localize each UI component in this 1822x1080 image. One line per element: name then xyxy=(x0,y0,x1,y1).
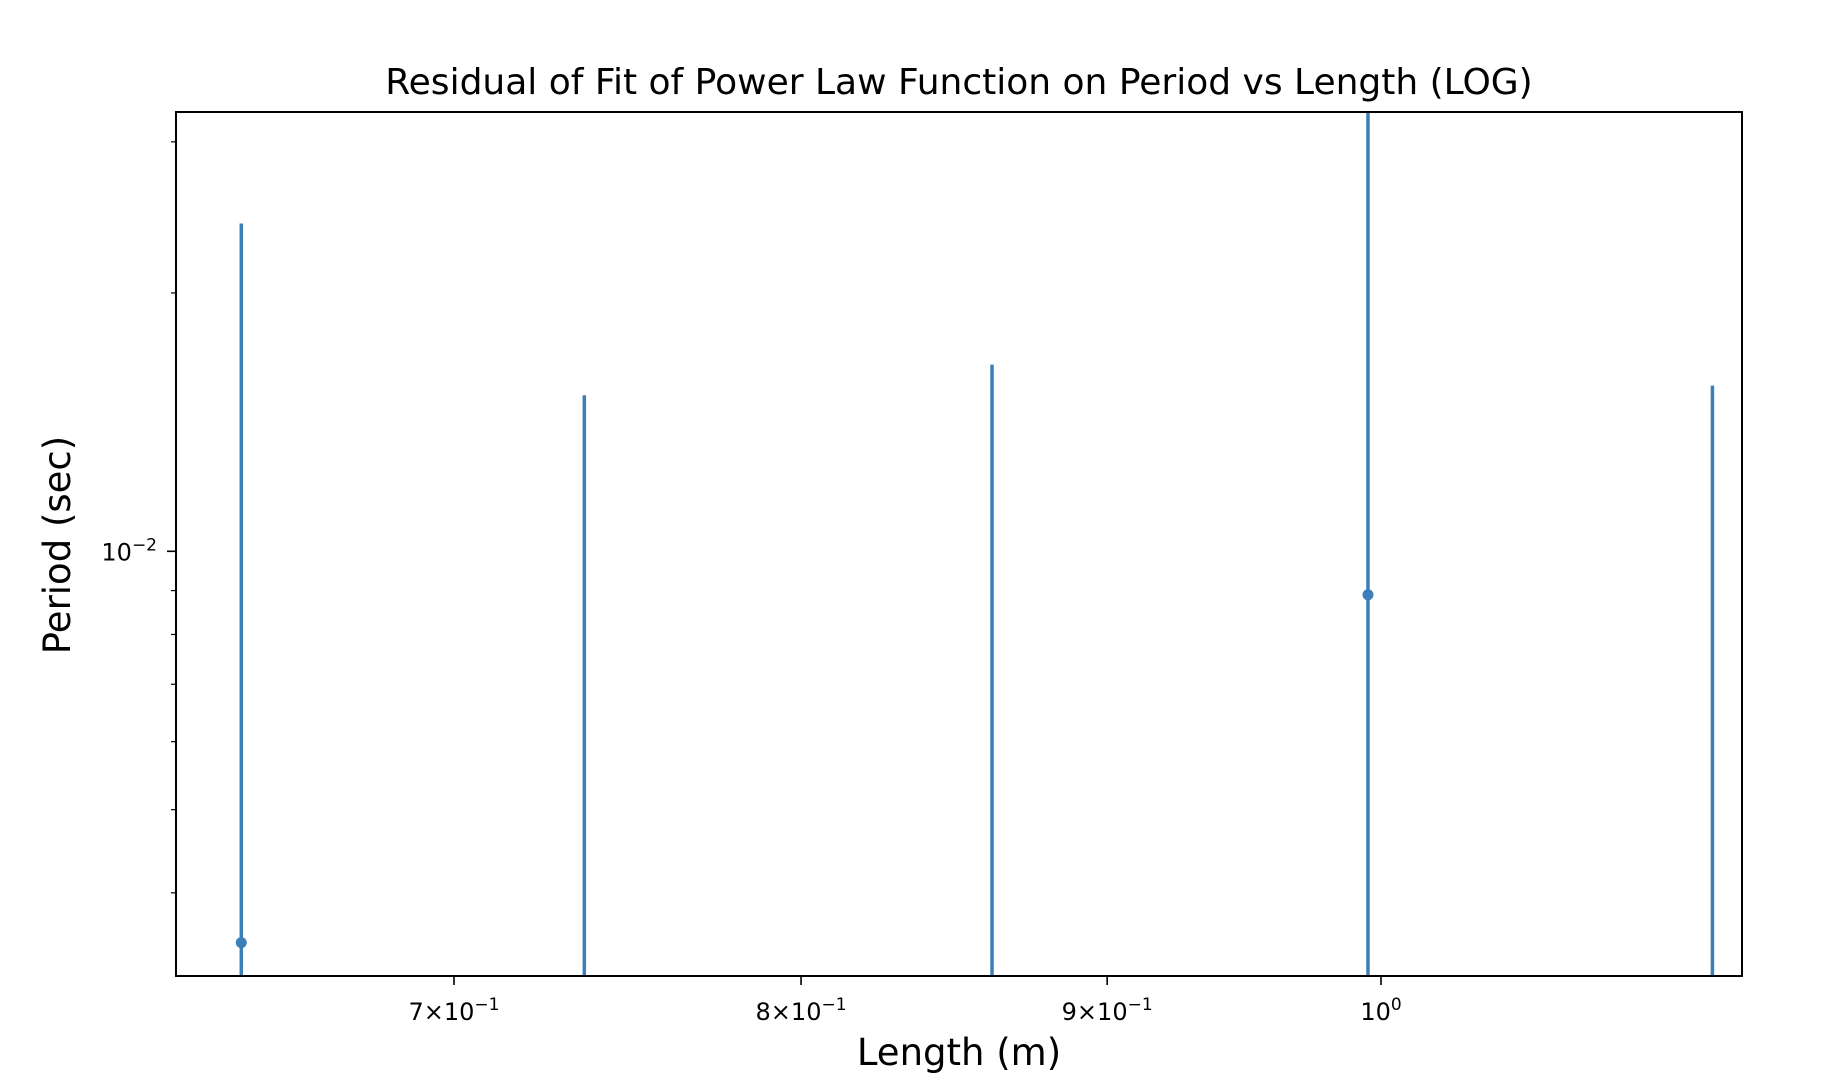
x-tick-label: 100 xyxy=(1360,995,1401,1026)
data-point xyxy=(1362,589,1374,601)
y-axis-label: Period (sec) xyxy=(36,436,79,654)
data-point xyxy=(235,937,247,949)
plot-frame xyxy=(175,111,1743,977)
x-tick-label: 9×10−1 xyxy=(1062,995,1153,1026)
y-tick-label: 10−2 xyxy=(101,535,157,566)
x-axis-label: Length (m) xyxy=(857,1031,1061,1074)
chart-title: Residual of Fit of Power Law Function on… xyxy=(385,62,1532,103)
tick-layer: 7×10−1 8×10−1 9×10−1 100 10−2 xyxy=(101,141,1402,1026)
x-tick-label: 7×10−1 xyxy=(408,995,499,1026)
x-tick-label: 8×10−1 xyxy=(756,995,847,1026)
data-layer xyxy=(235,112,1715,976)
